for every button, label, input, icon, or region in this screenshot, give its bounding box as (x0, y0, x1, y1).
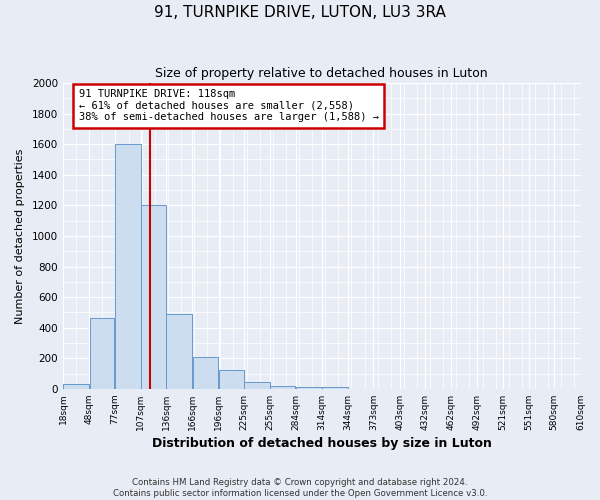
Text: 91 TURNPIKE DRIVE: 118sqm
← 61% of detached houses are smaller (2,558)
38% of se: 91 TURNPIKE DRIVE: 118sqm ← 61% of detac… (79, 89, 379, 122)
Bar (141, 206, 166, 389)
Bar (193, 356, 218, 389)
Bar (166, 314, 192, 389)
Bar (322, 388, 348, 389)
Y-axis label: Number of detached properties: Number of detached properties (15, 148, 25, 324)
Bar (296, 386, 322, 389)
Text: 91, TURNPIKE DRIVE, LUTON, LU3 3RA: 91, TURNPIKE DRIVE, LUTON, LU3 3RA (154, 5, 446, 20)
Bar (89, 318, 115, 389)
Bar (271, 386, 295, 389)
Text: Contains HM Land Registry data © Crown copyright and database right 2024.
Contai: Contains HM Land Registry data © Crown c… (113, 478, 487, 498)
Title: Size of property relative to detached houses in Luton: Size of property relative to detached ho… (155, 68, 488, 80)
Bar (219, 370, 244, 389)
Bar (64, 384, 89, 389)
X-axis label: Distribution of detached houses by size in Luton: Distribution of detached houses by size … (152, 437, 492, 450)
Bar (244, 382, 270, 389)
Bar (115, 144, 140, 389)
